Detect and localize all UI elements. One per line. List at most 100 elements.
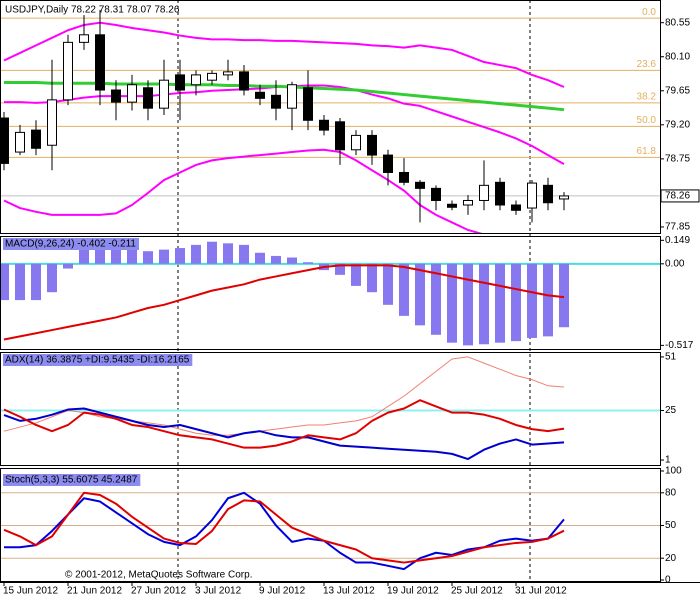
histogram-bar (351, 263, 361, 286)
histogram-bar (239, 244, 249, 264)
histogram-bar (127, 249, 137, 264)
indicator-title-bg (3, 354, 193, 366)
x-tick-label: 25 Jul 2012 (451, 586, 503, 597)
candle-body (207, 72, 217, 81)
histogram-bar (95, 248, 105, 264)
candle-body (559, 195, 569, 200)
adx-frame (0, 352, 661, 466)
indicator-line (3, 148, 483, 233)
candle-body (79, 34, 89, 43)
histogram-bar (175, 248, 185, 264)
y-tick-label: -0.517 (665, 340, 694, 351)
x-tick-label: 15 Jun 2012 (3, 586, 58, 597)
indicator-line (3, 407, 565, 461)
y-tick-label: 25 (665, 405, 677, 416)
chart-title: USDJPY,Daily 78.22 78.31 78.07 78.26 (5, 5, 180, 16)
histogram-bar (143, 251, 153, 264)
y-tick-label: 0.00 (665, 258, 685, 269)
indicator-line (3, 491, 565, 564)
y-tick-label: 78.75 (665, 154, 690, 165)
histogram-bar (463, 263, 473, 346)
y-tick-label: 1 (665, 455, 671, 466)
candle-body (175, 74, 185, 91)
fib-label: 61.8 (637, 146, 657, 157)
histogram-bar (111, 248, 121, 264)
candle-body (31, 129, 41, 149)
candle-body (111, 89, 121, 103)
fib-label: 50.0 (637, 115, 657, 126)
histogram-bar (63, 263, 73, 269)
histogram-bar (495, 263, 505, 343)
y-tick-label: 80.55 (665, 17, 690, 28)
histogram-bar (367, 263, 377, 293)
histogram-bar (191, 244, 201, 264)
y-tick-label: 0.149 (665, 235, 690, 246)
candle-body (63, 41, 73, 101)
y-tick-label: 51 (665, 352, 677, 363)
histogram-bar (271, 255, 281, 264)
candle-body (47, 99, 57, 146)
candle-body (143, 87, 153, 109)
histogram-bar (511, 263, 521, 342)
candle-body (287, 84, 297, 109)
histogram-bar (223, 243, 233, 264)
panel (1, 241, 660, 346)
candle-body (15, 131, 25, 153)
histogram-bar (335, 263, 345, 275)
y-tick-label: 50 (665, 520, 677, 531)
candle-body (1, 117, 9, 164)
current-price-label: 78.26 (665, 191, 690, 202)
indicator-title: ADX(14) 36.3875 +DI:9.5435 -DI:16.2165 (5, 355, 190, 366)
fib-label: 38.2 (637, 92, 657, 103)
x-tick-label: 13 Jul 2012 (323, 586, 375, 597)
candle-body (383, 154, 393, 173)
candle-body (447, 203, 457, 208)
y-tick-label: 80 (665, 487, 677, 498)
indicator-line (3, 264, 565, 341)
y-tick-label: 100 (665, 466, 682, 477)
histogram-bar (79, 249, 89, 264)
histogram-bar (159, 249, 169, 264)
main-frame (0, 0, 661, 234)
histogram-bar (47, 263, 57, 293)
fib-label: 23.6 (637, 59, 657, 70)
candle-body (191, 74, 201, 86)
x-tick-label: 21 Jun 2012 (67, 586, 122, 597)
x-tick-label: 19 Jul 2012 (387, 586, 439, 597)
histogram-bar (31, 263, 41, 301)
histogram-bar (303, 262, 313, 264)
macd-frame (0, 236, 661, 350)
indicator-title-bg (3, 474, 141, 486)
candle-body (271, 94, 281, 109)
panel (1, 356, 660, 461)
candle-body (527, 182, 537, 209)
histogram-bar (15, 263, 25, 301)
fib-label: 0.0 (642, 7, 656, 18)
indicator-title-bg (3, 238, 139, 250)
indicator-line (4, 491, 565, 571)
candle-body (319, 119, 329, 131)
x-tick-label: 3 Jul 2012 (195, 586, 242, 597)
x-tick-label: 9 Jul 2012 (259, 586, 306, 597)
candle-body (239, 71, 249, 91)
x-tick-label: 31 Jul 2012 (515, 586, 567, 597)
panel (1, 491, 660, 571)
candle-body (415, 181, 425, 189)
y-tick-label: 20 (665, 553, 677, 564)
candle-body (495, 181, 505, 206)
histogram-bar (559, 263, 569, 328)
histogram-bar (207, 241, 217, 264)
candle-body (303, 87, 313, 121)
stoch-frame (0, 468, 661, 582)
histogram-bar (415, 263, 425, 326)
candle-body (463, 199, 473, 206)
copyright: © 2001-2012, MetaQuotes Software Corp. (65, 570, 252, 581)
candle-body (511, 204, 521, 211)
candle-body (543, 184, 553, 204)
candle-body (159, 79, 169, 109)
indicator-line (3, 356, 565, 436)
indicator-line (3, 399, 565, 449)
candle-body (479, 184, 489, 201)
